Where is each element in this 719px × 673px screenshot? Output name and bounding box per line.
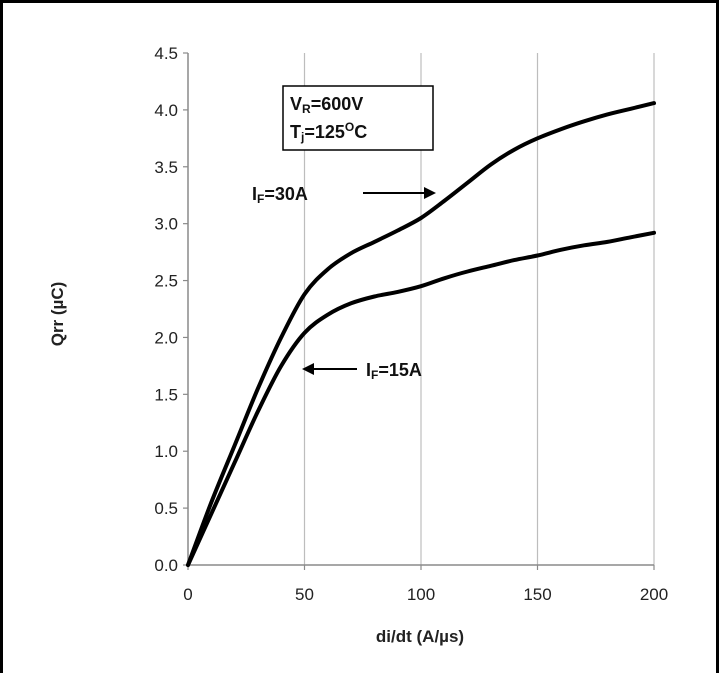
- arrowhead-if-15a: [302, 363, 314, 375]
- y-tick-label-2: 1.0: [154, 442, 178, 461]
- series-line-1: [186, 230, 656, 567]
- x-tick-label-1: 50: [295, 585, 314, 604]
- series-line-0: [186, 101, 656, 567]
- y-tick-label-3: 1.5: [154, 385, 178, 404]
- y-tick-label-0: 0.0: [154, 556, 178, 575]
- y-tick-label-5: 2.5: [154, 272, 178, 291]
- series-lines: [186, 101, 656, 567]
- x-tick-label-4: 200: [640, 585, 668, 604]
- y-axis-title: Qrr (µC): [48, 282, 67, 347]
- x-axis-title: di/dt (A/µs): [376, 627, 464, 646]
- x-tick-label-3: 150: [523, 585, 551, 604]
- label-if-15a: IF=15A: [366, 360, 422, 382]
- arrowhead-if-30a: [424, 187, 436, 199]
- x-tick-label-2: 100: [407, 585, 435, 604]
- x-tick-label-0: 0: [183, 585, 192, 604]
- conditions-box: [282, 85, 434, 151]
- y-tick-label-1: 0.5: [154, 499, 178, 518]
- y-tick-label-4: 2.0: [154, 328, 178, 347]
- y-tick-label-7: 3.5: [154, 158, 178, 177]
- y-tick-label-6: 3.0: [154, 215, 178, 234]
- condition-tj: Tj=125OC: [290, 120, 367, 144]
- tick-labels: 0.0 0.5 1.0 1.5 2.0 2.5 3.0 3.5 4.0 4.5 0 50 100 150 2…: [154, 44, 668, 604]
- label-if-30a: IF=30A: [252, 184, 308, 206]
- y-tick-label-8: 4.0: [154, 101, 178, 120]
- y-tick-label-9: 4.5: [154, 44, 178, 63]
- condition-vr: VR=600V: [290, 94, 363, 116]
- axes: [183, 52, 655, 570]
